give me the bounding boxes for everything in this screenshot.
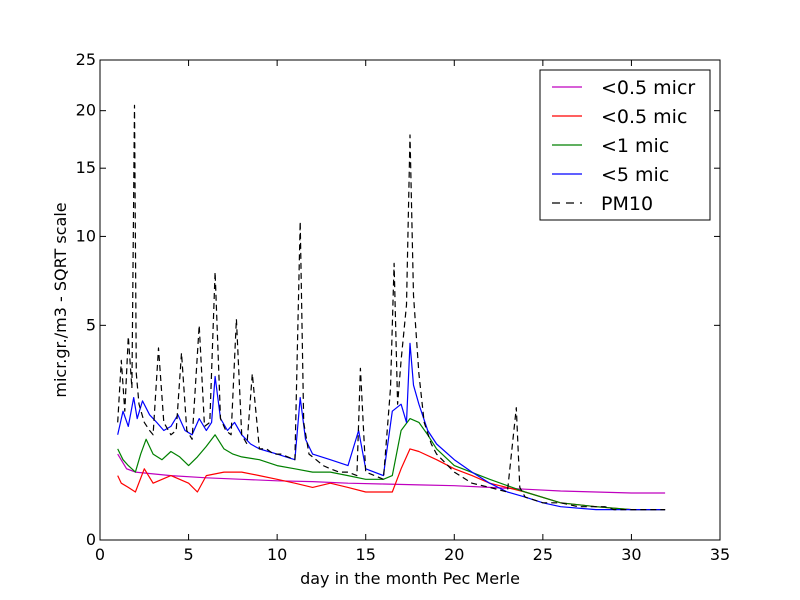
x-tick-label: 15 bbox=[356, 545, 376, 564]
x-tick-label: 0 bbox=[95, 545, 105, 564]
x-tick-label: 30 bbox=[621, 545, 641, 564]
series-layer bbox=[117, 104, 666, 511]
series-line-2 bbox=[117, 418, 666, 511]
y-tick-label: 5 bbox=[86, 315, 96, 334]
legend-label-0: <0.5 micr bbox=[601, 77, 695, 99]
legend-label-4: PM10 bbox=[601, 193, 653, 215]
x-tick-label: 35 bbox=[710, 545, 730, 564]
y-tick-label: 25 bbox=[76, 50, 96, 69]
x-tick-label: 10 bbox=[267, 545, 287, 564]
series-line-4 bbox=[117, 104, 666, 511]
series-line-0 bbox=[117, 453, 666, 494]
legend-items: <0.5 micr <0.5 mic <1 mic <5 mic PM10 bbox=[552, 77, 695, 215]
legend: <0.5 micr <0.5 mic <1 mic <5 mic PM10 bbox=[539, 69, 711, 221]
legend-label-2: <1 mic bbox=[601, 135, 669, 157]
series-line-1 bbox=[117, 448, 666, 511]
y-tick-label: 20 bbox=[76, 101, 96, 120]
y-axis-label: micr.gr./m3 - SQRT scale bbox=[51, 202, 70, 397]
y-tick-label: 15 bbox=[76, 158, 96, 177]
x-axis-label: day in the month Pec Merle bbox=[300, 569, 520, 588]
legend-label-1: <0.5 mic bbox=[601, 106, 687, 128]
y-tick-label: 0 bbox=[86, 530, 96, 549]
ticks-layer: 0 5 10 15 20 25 30 35 0 5 10 15 20 25 bbox=[76, 50, 731, 564]
x-tick-label: 5 bbox=[183, 545, 193, 564]
y-tick-label: 10 bbox=[76, 226, 96, 245]
plot-area-frame bbox=[99, 59, 721, 541]
x-tick-label: 20 bbox=[444, 545, 464, 564]
x-tick-label: 25 bbox=[533, 545, 553, 564]
legend-label-3: <5 mic bbox=[601, 164, 669, 186]
